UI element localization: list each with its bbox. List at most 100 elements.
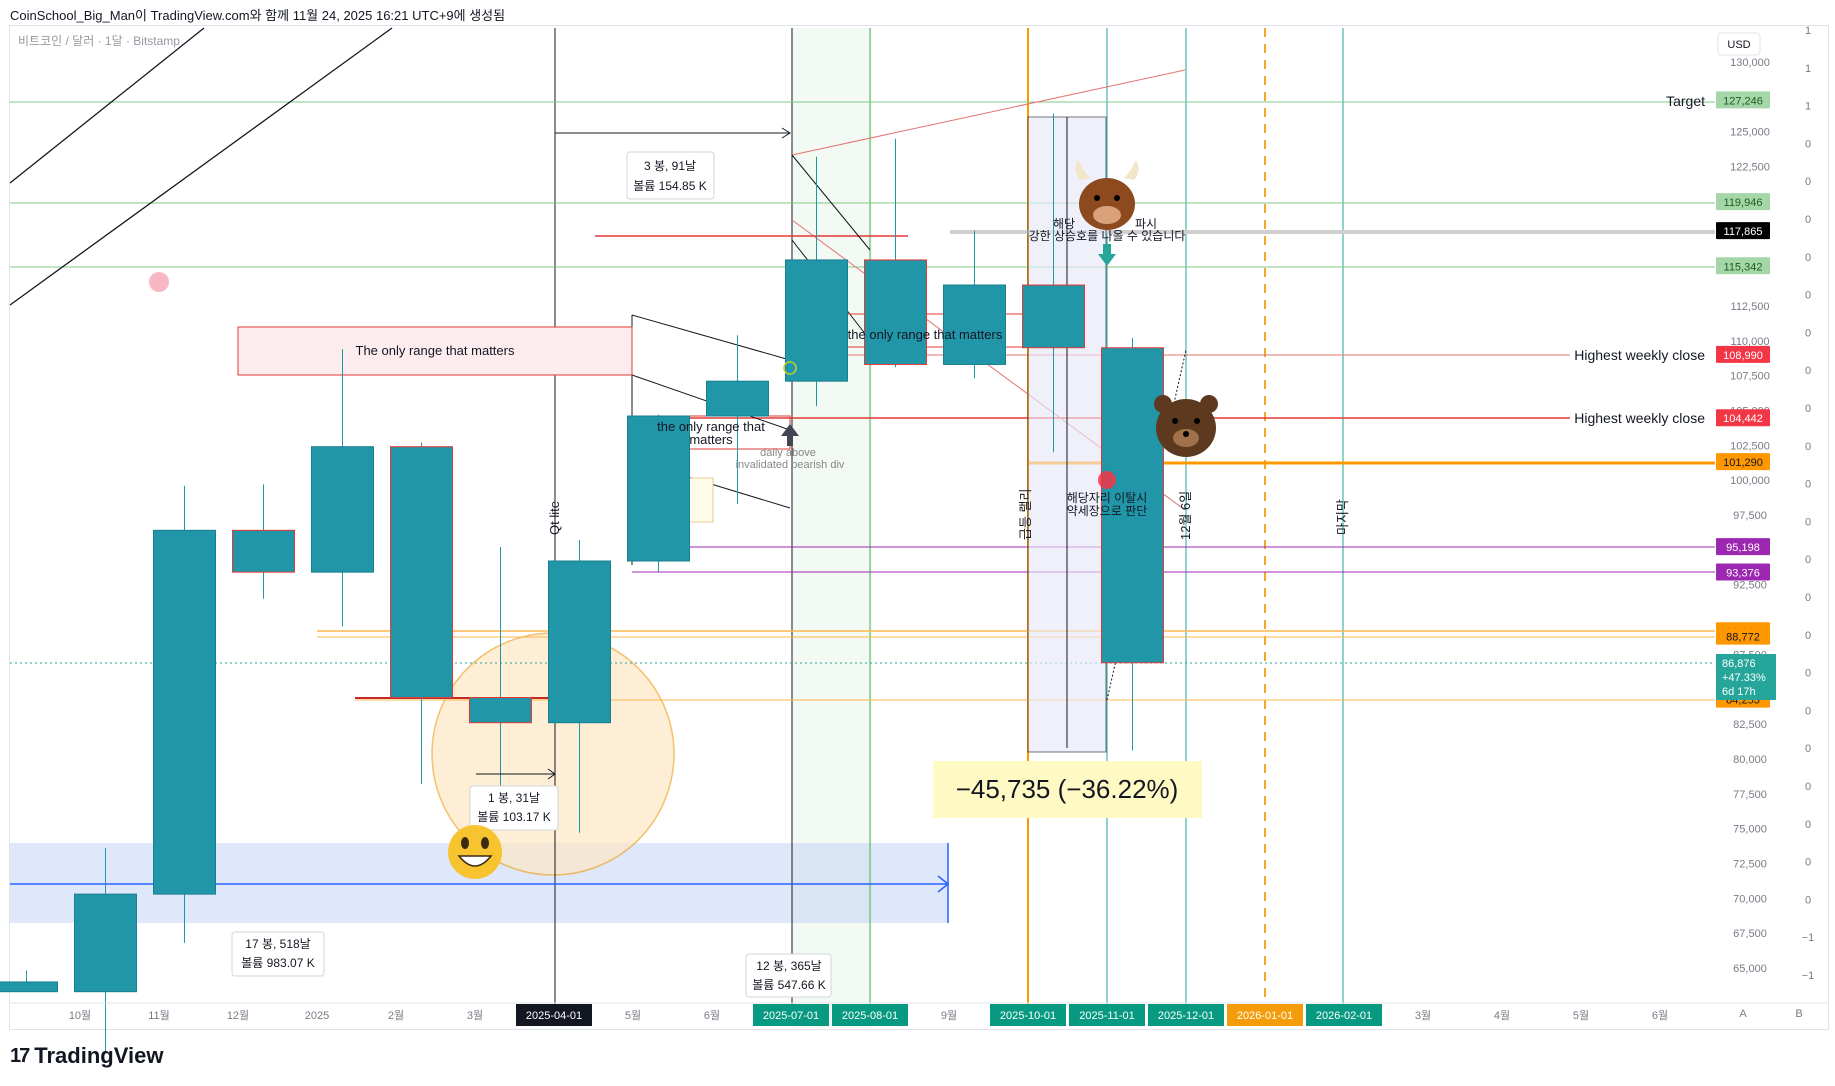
secondary-scale-label: 0 [1805, 214, 1811, 226]
price-label-bg [1716, 538, 1770, 556]
tooltip-3-line2: 볼륨 983.07 K [241, 956, 314, 970]
time-tick-highlight [1306, 1004, 1382, 1026]
range-box-3-label-a: the only range that [657, 419, 765, 434]
price-tick-label: 65,000 [1733, 963, 1767, 975]
secondary-scale-label: 0 [1805, 327, 1811, 339]
price-label-bg [1716, 345, 1770, 363]
time-tick-label: 11월 [148, 1009, 170, 1022]
time-tick-highlight [1227, 1004, 1303, 1026]
price-label: 104,442 [1723, 413, 1763, 425]
price-tick-label: 130,000 [1730, 57, 1770, 69]
time-tick-label: 6월 [704, 1009, 720, 1022]
secondary-scale-label: 1 [1805, 63, 1811, 75]
price-tick-label: 97,500 [1733, 510, 1767, 522]
price-tick-label: 70,000 [1733, 893, 1767, 905]
secondary-scale-label: 0 [1805, 252, 1811, 264]
price-tick-label: 125,000 [1730, 127, 1770, 139]
tooltip-2-line1: 1 봉, 31날 [488, 791, 540, 805]
bear-emoji-icon [1154, 395, 1218, 457]
green-circle-icon [783, 361, 797, 375]
time-axis[interactable]: 10월 11월 12월 2025 2월 3월 2025-04-01 5월 6월 2025-07-0… [69, 1004, 1668, 1026]
range-box-main [237, 326, 633, 376]
candle-body [943, 284, 1006, 365]
candle-body [232, 529, 295, 573]
measure-result-box [933, 761, 1202, 818]
price-label: 119,946 [1724, 197, 1763, 209]
chart-frame [9, 25, 1829, 1030]
tooltip-4-line1: 12 봉, 365날 [756, 959, 821, 973]
symbol-label: 비트코인 / 달러 · 1달 · Bitstamp [18, 34, 180, 48]
time-tick-label: 2월 [388, 1009, 404, 1022]
time-tick-highlight [990, 1004, 1066, 1026]
red-dot-icon [1098, 471, 1116, 489]
price-tick-label: 82,500 [1733, 719, 1767, 731]
secondary-scale-label: 1 [1805, 101, 1811, 113]
highest-weekly-2: Highest weekly close [1574, 410, 1705, 426]
secondary-scale-label: 0 [1805, 554, 1811, 566]
bull-text-3: 강한 상승호를 나올 수 있습니다 [1029, 229, 1186, 243]
daily-above-label: daily above [760, 447, 816, 459]
price-label-bg [1716, 453, 1770, 471]
secondary-scale-label: −1 [1802, 932, 1815, 944]
time-tick-label: 5월 [1573, 1009, 1589, 1022]
trend-line-1 [9, 27, 205, 184]
chart-attribution: CoinSchool_Big_Man이 TradingView.com와 함께 … [10, 8, 506, 23]
price-label: 127,246 [1723, 95, 1763, 107]
current-change: +47.33% [1722, 672, 1766, 684]
candle-body [864, 259, 927, 365]
time-tick-label: 2025-08-01 [842, 1010, 898, 1022]
price-tick-label: 80,000 [1733, 754, 1767, 766]
price-label: 95,198 [1726, 542, 1760, 554]
measure-tooltip-3: 17 봉, 518날 볼륨 983.07 K [231, 931, 325, 977]
secondary-scale-label: 0 [1805, 705, 1811, 717]
price-label: 101,290 [1723, 457, 1763, 469]
price-label-bg [1716, 257, 1770, 275]
secondary-scale-label: 1 [1805, 25, 1811, 37]
price-axis[interactable]: 130,000 125,000 122,500 112,500 110,000 107,5… [1730, 57, 1770, 975]
time-tick-label: 2025-11-01 [1079, 1010, 1134, 1022]
candle-body [74, 893, 137, 993]
time-tick-label: 10월 [69, 1009, 91, 1022]
up-arrow-icon [781, 424, 799, 446]
price-tick-label: 92,500 [1733, 580, 1767, 592]
measure-tooltip-2: 1 봉, 31날 볼륨 103.17 K [469, 785, 559, 831]
price-tick-label: 110,000 [1731, 336, 1770, 348]
qt-lite-label: Qt lite [547, 501, 562, 535]
scale-button-b[interactable]: B [1795, 1008, 1802, 1020]
price-tick-label: 77,500 [1733, 789, 1767, 801]
bull-emoji-icon [1075, 160, 1139, 230]
secondary-scale-label: 0 [1805, 592, 1811, 604]
candle-body [153, 529, 216, 895]
time-tick-label: 2025-12-01 [1158, 1010, 1214, 1022]
time-tick-highlight [1069, 1004, 1145, 1026]
rally-label: 급등 랠리 [1018, 489, 1033, 540]
pink-dot-icon [149, 272, 169, 292]
price-label: 93,376 [1726, 567, 1760, 579]
target-note: Target [1666, 93, 1705, 109]
secondary-scale-label: 0 [1805, 743, 1811, 755]
tradingview-footer: 17 TradingView [10, 1043, 163, 1069]
current-price-tag: 86,876 +47.33% 6d 17h [1716, 654, 1776, 700]
currency-button[interactable] [1717, 32, 1761, 56]
arrow-31d-head [547, 768, 556, 780]
price-label-bg [1716, 563, 1770, 581]
price-label: 117,865 [1724, 226, 1763, 238]
currency-label[interactable]: USD [1727, 39, 1750, 51]
tooltip-4-line2: 볼륨 547.66 K [752, 978, 825, 992]
black-fan-1 [631, 314, 791, 361]
secondary-scale: 1 1 1 0 0 0 0 0 0 0 0 0 0 0 0 0 0 0 0 0 0 0 0 0 −1 −1 [1802, 25, 1815, 982]
time-tick-label: 3월 [1415, 1009, 1431, 1022]
price-tick-label: 107,500 [1730, 371, 1770, 383]
range-box-label: The only range that matters [356, 343, 515, 358]
time-tick-highlight [753, 1004, 829, 1026]
price-tick-label: 102,500 [1730, 440, 1770, 452]
bull-text-2: 파시 [1135, 217, 1157, 231]
candle-body [706, 380, 769, 417]
secondary-scale-label: 0 [1805, 290, 1811, 302]
candle-body [390, 446, 453, 699]
time-tick-label: 2025-07-01 [763, 1010, 819, 1022]
scale-button-a[interactable]: A [1739, 1008, 1747, 1020]
secondary-scale-label: 0 [1805, 176, 1811, 188]
black-diag-1 [791, 154, 871, 251]
